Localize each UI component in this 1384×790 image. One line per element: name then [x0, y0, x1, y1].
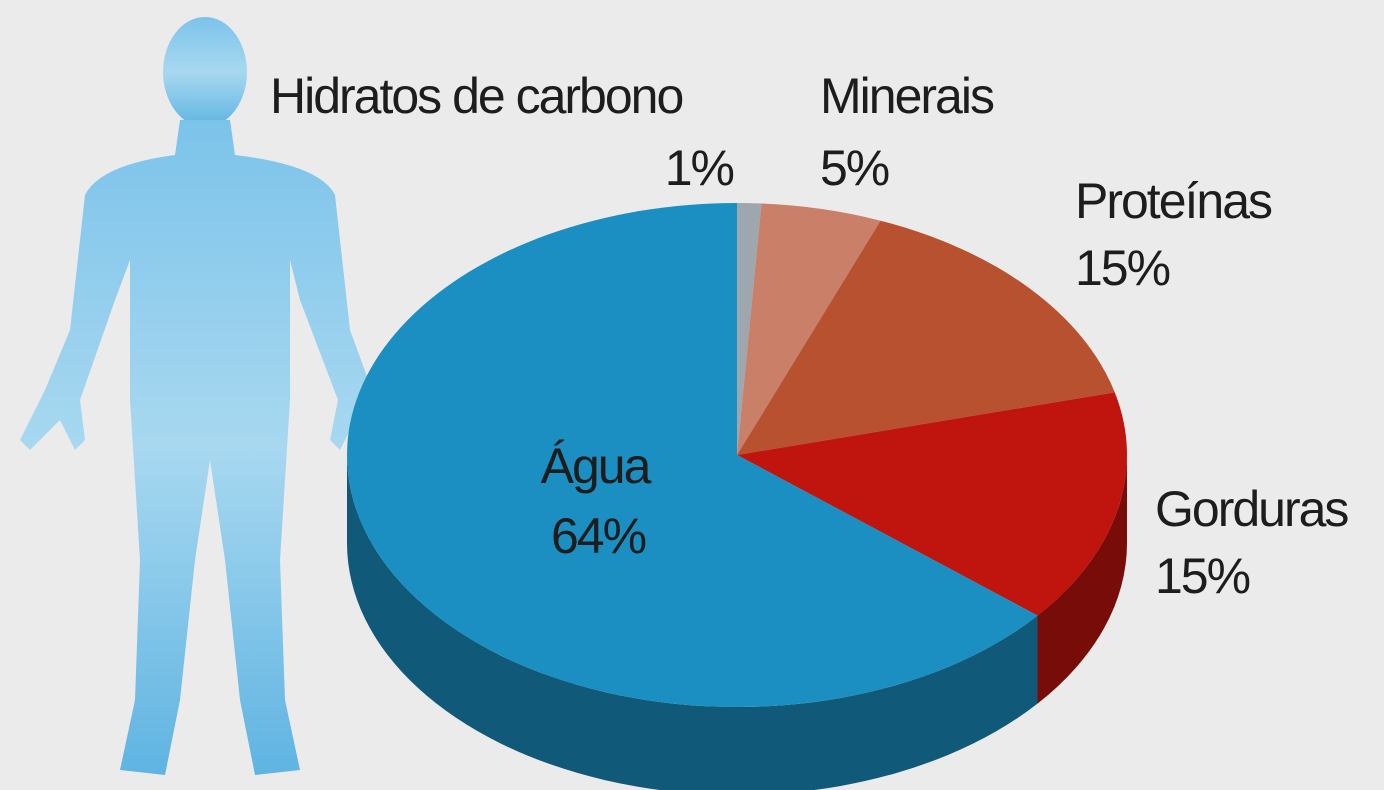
- slice-label: Proteínas: [1075, 173, 1272, 229]
- value-label: 5%: [820, 140, 889, 196]
- value-label: 15%: [1155, 548, 1250, 604]
- slice-label: Gorduras: [1155, 481, 1348, 537]
- pie: [347, 203, 1127, 790]
- page: Hidratos de carbono 1% Minerais 5% Proteínas…: [0, 0, 1384, 790]
- value-label: 15%: [1075, 240, 1170, 296]
- slice-label: Água: [541, 438, 652, 494]
- chart: Hidratos de carbono 1% Minerais 5% Proteínas…: [0, 0, 1384, 790]
- slice-label: Hidratos de carbono: [270, 68, 682, 124]
- value-label: 1%: [665, 140, 734, 196]
- slice-label: Minerais: [820, 68, 994, 124]
- head: [163, 17, 247, 127]
- value-label: 64%: [551, 508, 646, 564]
